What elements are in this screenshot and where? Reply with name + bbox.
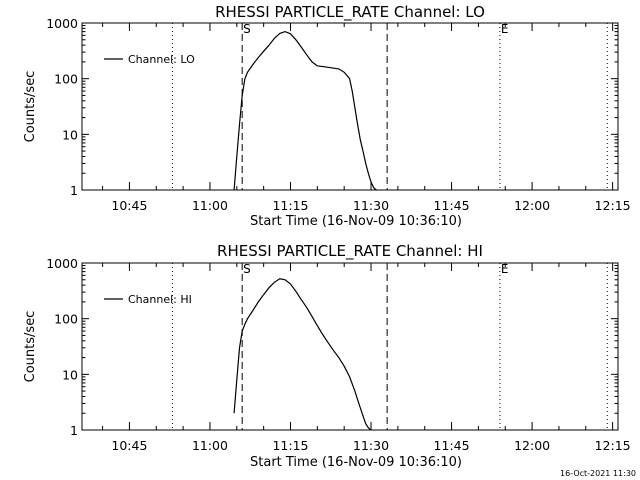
chart-title: RHESSI PARTICLE_RATE Channel: LO: [215, 3, 485, 22]
y-tick-label: 1000: [46, 256, 78, 271]
panel-1: RHESSI PARTICLE_RATE Channel: LO 1 10 100 10…: [23, 3, 631, 229]
legend-entry: Channel: LO: [128, 53, 195, 66]
y-tick-label: 100: [54, 312, 78, 327]
event-marker-label: S: [243, 262, 251, 276]
x-tick-label: 11:30: [353, 438, 389, 453]
y-tick-label: 10: [62, 127, 78, 142]
event-marker-label: E: [501, 22, 509, 36]
y-tick-label: 10: [62, 367, 78, 382]
x-tick-label: 10:45: [111, 198, 147, 213]
x-tick-label: 11:15: [272, 438, 308, 453]
x-axis-label: Start Time (16-Nov-09 10:36:10): [250, 214, 462, 229]
x-tick-label: 10:45: [111, 438, 147, 453]
plot-frame: [81, 22, 619, 191]
x-tick-label: 12:15: [595, 438, 631, 453]
y-tick-label: 100: [54, 72, 78, 87]
x-tick-label: 11:45: [434, 198, 470, 213]
chart-title: RHESSI PARTICLE_RATE Channel: HI: [217, 242, 483, 261]
y-axis-label: Counts/sec: [23, 311, 38, 383]
x-axis-label: Start Time (16-Nov-09 10:36:10): [250, 455, 462, 470]
y-axis-label: Counts/sec: [23, 71, 38, 143]
plot-frame: [81, 262, 619, 431]
x-tick-label: 12:15: [595, 198, 631, 213]
x-tick-label: 11:00: [192, 198, 228, 213]
footer-timestamp: 16-Oct-2021 11:30: [560, 469, 636, 478]
series-line-1: [233, 30, 377, 191]
y-tick-label: 1: [70, 183, 78, 198]
series-line-1: [233, 278, 372, 431]
x-tick-label: 11:45: [434, 438, 470, 453]
panel-2: RHESSI PARTICLE_RATE Channel: HI 1 10 100 10…: [23, 242, 631, 470]
x-tick-label: 11:30: [353, 198, 389, 213]
x-tick-label: 12:00: [514, 438, 550, 453]
y-tick-label: 1: [70, 423, 78, 438]
x-tick-label: 11:00: [192, 438, 228, 453]
x-tick-label: 12:00: [514, 198, 550, 213]
y-tick-label: 1000: [46, 16, 78, 31]
x-tick-label: 11:15: [272, 198, 308, 213]
event-marker-label: S: [243, 22, 251, 36]
legend-entry: Channel: HI: [128, 293, 192, 306]
event-marker-label: E: [501, 262, 509, 276]
